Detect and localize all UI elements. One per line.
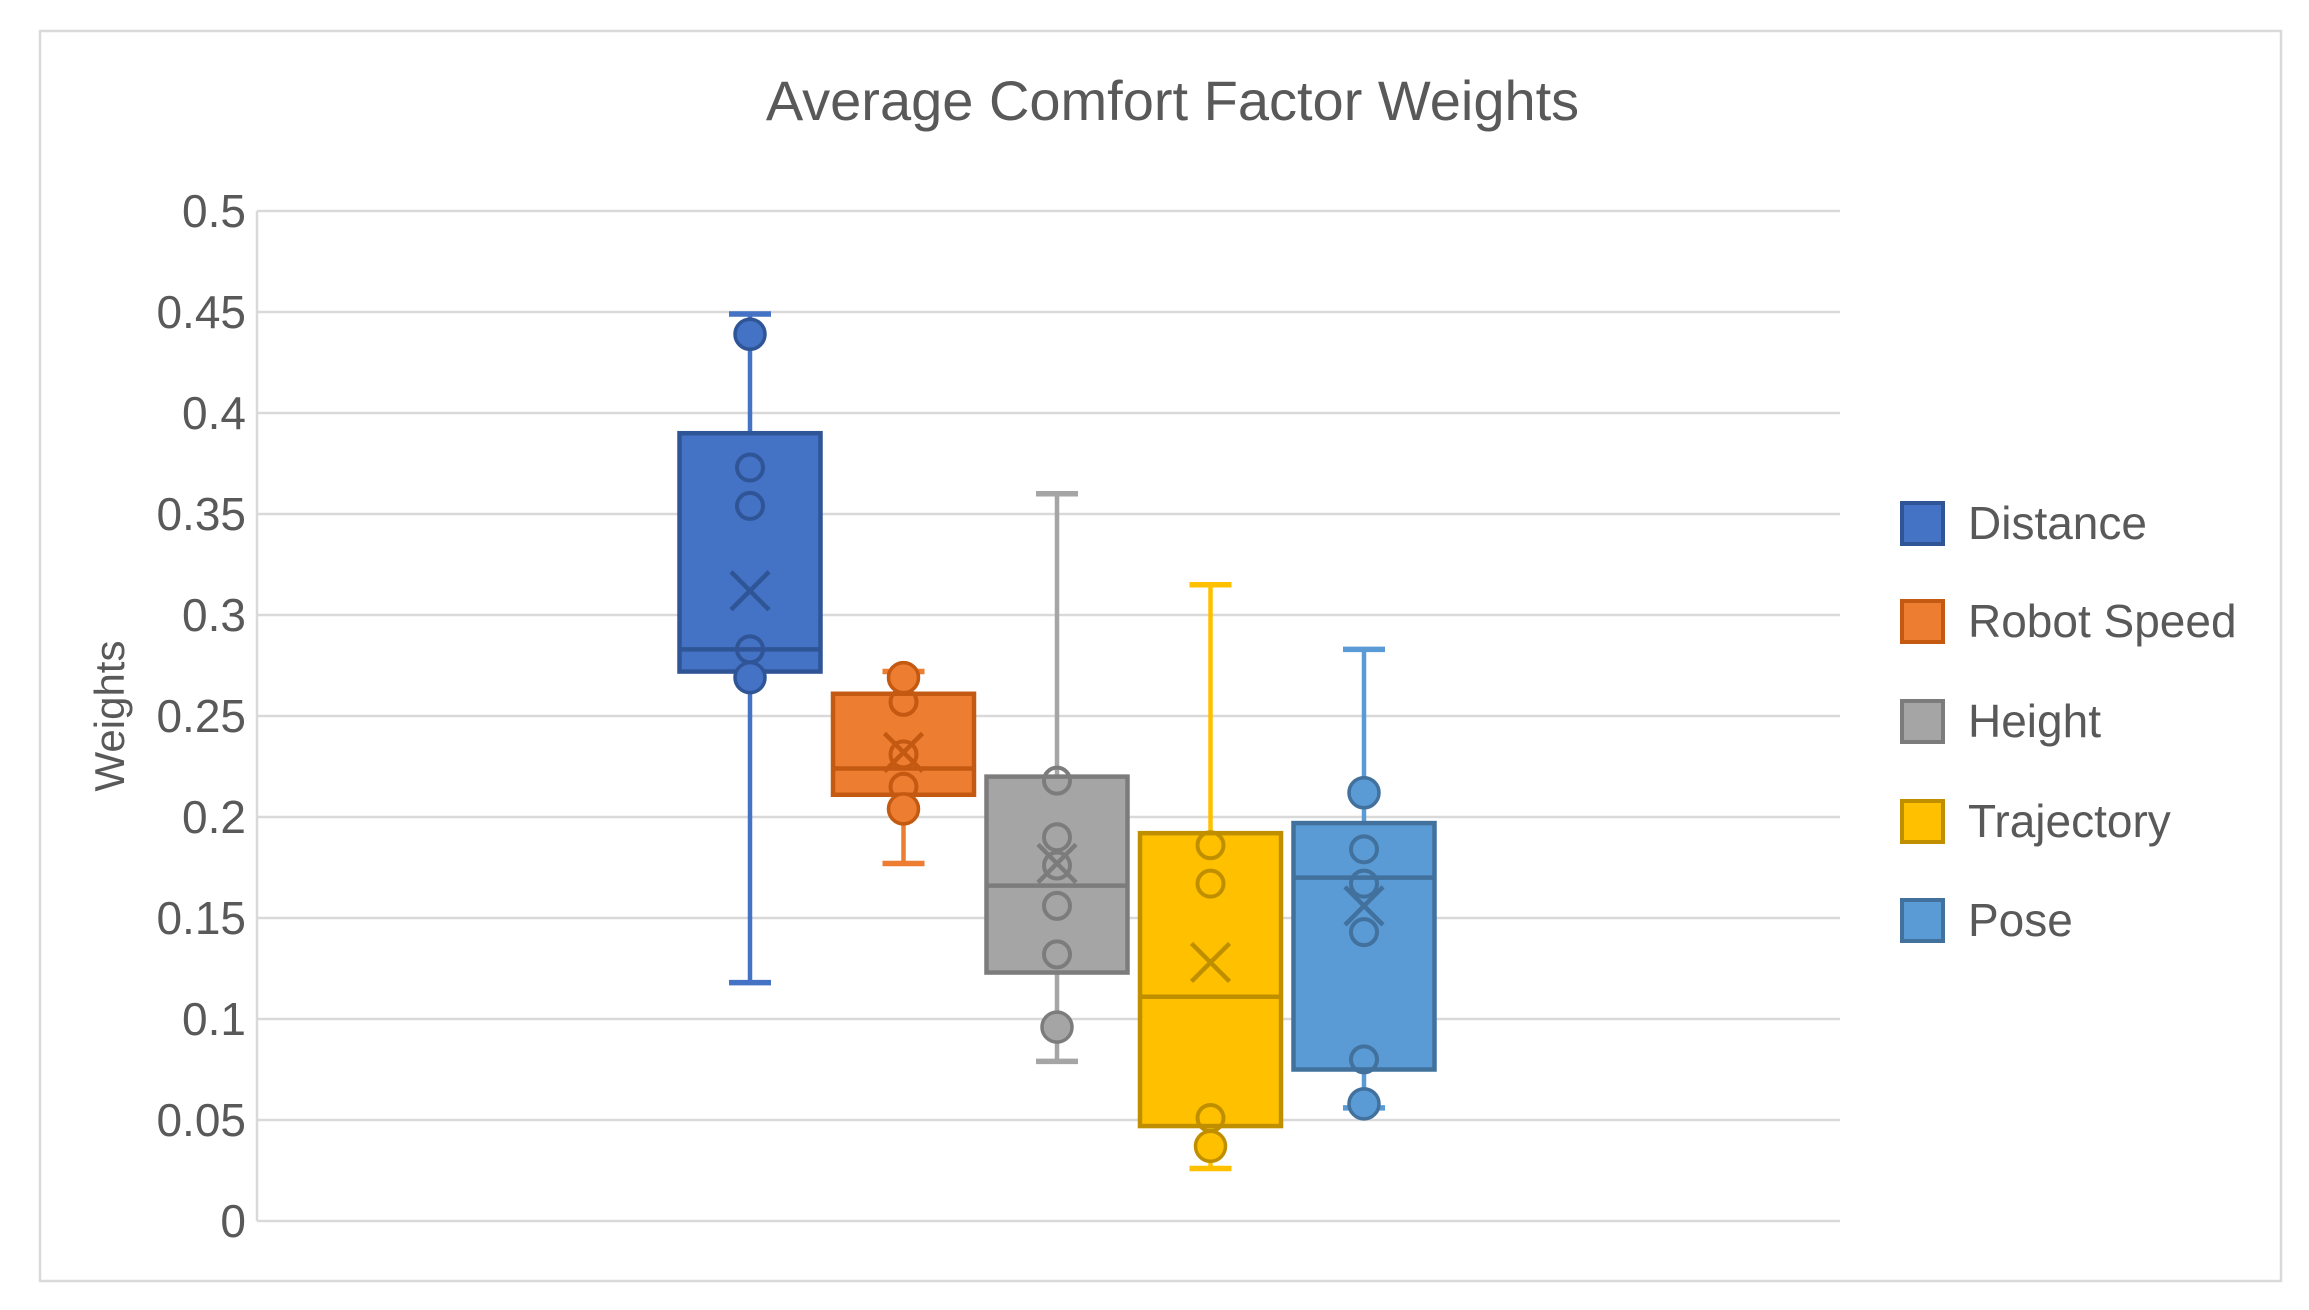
mean-x-marker — [882, 731, 925, 773]
y-tick-label-0.5: 0.5 — [182, 185, 246, 237]
outlier-point — [886, 660, 921, 695]
box-series-trajectory[interactable] — [1137, 581, 1284, 1172]
y-tick-label-0.1: 0.1 — [182, 993, 246, 1045]
inner-point — [735, 490, 765, 521]
box-series-pose[interactable] — [1291, 646, 1437, 1121]
chart-title: Average Comfort Factor Weights — [765, 69, 1580, 132]
mean-x-marker — [1343, 885, 1385, 927]
outlier-point — [733, 660, 767, 695]
legend-item-trajectory[interactable]: Trajectory — [1900, 794, 2171, 848]
box-series-robot-speed[interactable] — [830, 660, 977, 867]
legend-item-distance[interactable]: Distance — [1900, 496, 2147, 550]
legend-item-robot-speed[interactable]: Robot Speed — [1900, 594, 2237, 648]
y-tick-label-0.3: 0.3 — [182, 589, 246, 641]
legend-label-distance: Distance — [1968, 497, 2147, 549]
legend-item-pose[interactable]: Pose — [1900, 893, 2073, 947]
y-tick-label-0.45: 0.45 — [156, 286, 246, 338]
legend-label-height: Height — [1968, 695, 2101, 747]
inner-point — [1042, 765, 1072, 796]
inner-point — [1349, 917, 1379, 948]
mean-x-marker — [1189, 941, 1232, 984]
legend-label-robot-speed: Robot Speed — [1968, 595, 2237, 647]
legend-label-trajectory: Trajectory — [1968, 795, 2171, 847]
outlier-point — [1347, 776, 1381, 810]
y-tick-label-0.2: 0.2 — [182, 791, 246, 843]
outlier-point — [1040, 1010, 1074, 1044]
legend-swatch-height — [1900, 698, 1945, 744]
inner-point — [1349, 834, 1379, 865]
inner-point — [1042, 939, 1072, 970]
box-series-height[interactable] — [984, 491, 1130, 1065]
y-tick-label-0.25: 0.25 — [156, 690, 246, 742]
y-tick-label-0.05: 0.05 — [156, 1094, 246, 1146]
outlier-point — [886, 792, 921, 826]
inner-point — [888, 739, 919, 770]
legend-item-height[interactable]: Height — [1900, 694, 2101, 748]
legend-swatch-robot-speed — [1900, 598, 1945, 644]
y-tick-label-0.15: 0.15 — [156, 892, 246, 944]
outlier-point — [1347, 1087, 1381, 1121]
gridlines — [255, 209, 1840, 1223]
legend-swatch-trajectory — [1900, 798, 1945, 844]
outlier-point — [1193, 1129, 1228, 1164]
box-series-distance[interactable] — [677, 311, 823, 986]
y-tick-label-0.35: 0.35 — [156, 488, 246, 540]
inner-point — [1042, 850, 1072, 881]
y-tick-label-0.4: 0.4 — [182, 387, 246, 439]
chart-border — [38, 29, 2283, 1283]
inner-point — [1042, 822, 1072, 853]
inner-point — [1195, 830, 1226, 861]
legend-label-pose: Pose — [1968, 894, 2073, 946]
mean-x-marker — [1036, 842, 1078, 885]
legend-swatch-pose — [1900, 897, 1945, 943]
inner-point — [1349, 868, 1379, 899]
y-tick-label-0: 0 — [220, 1195, 246, 1247]
legend-swatch-distance — [1900, 500, 1945, 546]
inner-point — [1195, 868, 1226, 899]
outlier-point — [733, 317, 767, 351]
inner-point — [1349, 1044, 1379, 1075]
iqr-box[interactable] — [830, 691, 977, 798]
iqr-box[interactable] — [1137, 830, 1284, 1129]
inner-point — [735, 452, 765, 483]
mean-x-marker — [729, 570, 771, 612]
inner-point — [1042, 890, 1072, 921]
